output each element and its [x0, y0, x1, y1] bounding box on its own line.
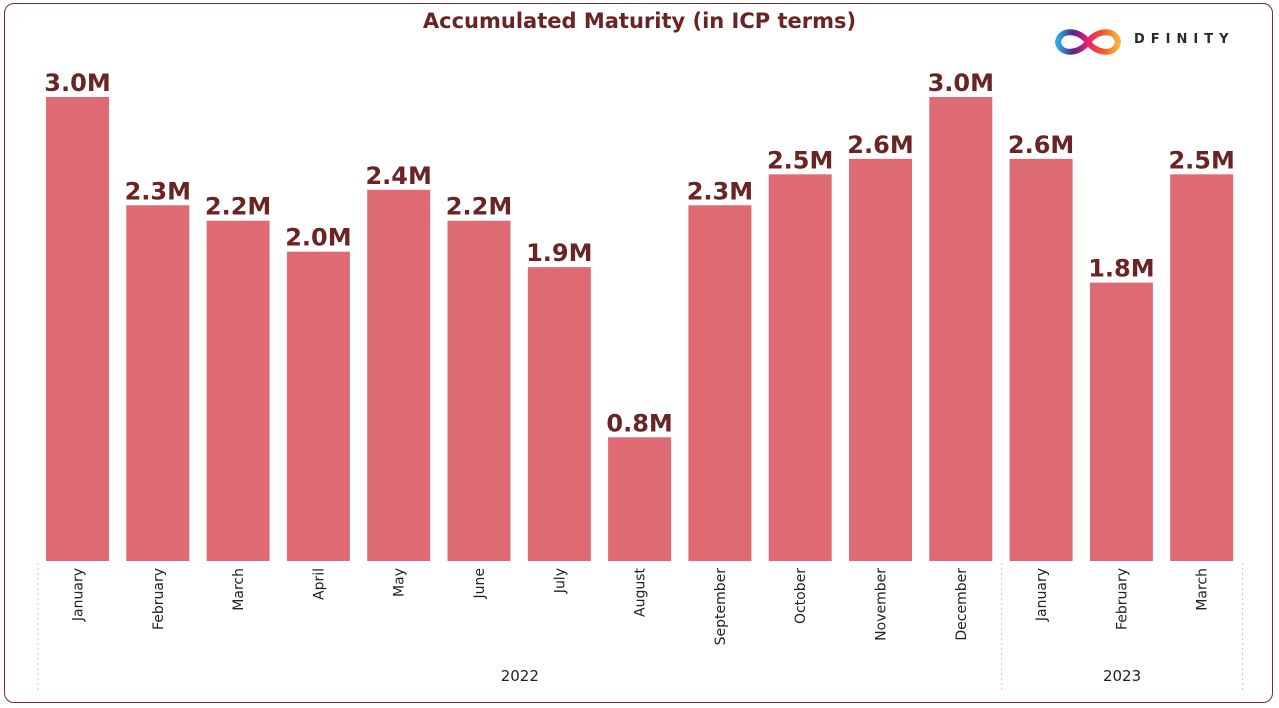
bar-5: [367, 189, 431, 562]
data-label-12: 3.0M: [928, 69, 994, 97]
data-label-4: 2.0M: [285, 224, 351, 252]
bar-2: [126, 205, 190, 561]
bar-15: [1170, 174, 1234, 562]
bar-11: [849, 158, 912, 561]
bar-12: [929, 97, 993, 561]
data-label-14: 1.8M: [1088, 255, 1154, 283]
bar-3: [206, 220, 270, 561]
x-tick-label-4: April: [311, 568, 327, 600]
data-label-11: 2.6M: [847, 131, 913, 159]
x-tick-label-9: September: [713, 568, 729, 646]
year-label-2: 2023: [1103, 667, 1141, 685]
bar-14: [1089, 282, 1153, 561]
x-tick-label-6: June: [472, 568, 488, 600]
data-label-1: 3.0M: [44, 69, 110, 97]
data-label-10: 2.5M: [767, 146, 833, 174]
bar-7: [527, 267, 591, 561]
data-label-13: 2.6M: [1008, 131, 1074, 159]
bar-4: [286, 251, 350, 561]
x-tick-label-8: August: [633, 567, 649, 617]
dfinity-logo: DFINITY: [1050, 22, 1250, 62]
data-label-3: 2.2M: [205, 193, 271, 221]
x-tick-label-7: July: [552, 568, 568, 594]
x-tick-label-10: October: [793, 568, 809, 624]
data-label-2: 2.3M: [125, 177, 191, 205]
x-tick-label-14: February: [1114, 568, 1130, 630]
data-label-5: 2.4M: [365, 162, 431, 190]
bar-6: [447, 220, 511, 561]
x-tick-label-2: February: [151, 568, 167, 630]
logo-text: DFINITY: [1134, 32, 1235, 47]
data-label-9: 2.3M: [687, 177, 753, 205]
bar-10: [768, 174, 832, 562]
chart-title: Accumulated Maturity (in ICP terms): [422, 9, 857, 33]
bar-8: [608, 437, 672, 561]
x-tick-label-3: March: [231, 568, 247, 611]
x-tick-label-12: December: [954, 568, 970, 641]
data-label-7: 1.9M: [526, 239, 592, 267]
x-tick-label-5: May: [392, 568, 408, 597]
bar-1: [46, 97, 109, 561]
bar-13: [1009, 158, 1073, 561]
bar-9: [688, 205, 752, 561]
x-tick-label-11: November: [874, 568, 890, 641]
data-label-15: 2.5M: [1168, 146, 1234, 174]
x-tick-label-15: March: [1195, 568, 1211, 611]
data-label-6: 2.2M: [446, 193, 512, 221]
x-tick-label-13: January: [1034, 568, 1050, 622]
data-label-8: 0.8M: [606, 409, 672, 437]
infinity-logo-icon: [1054, 29, 1122, 55]
x-tick-label-1: January: [71, 568, 87, 622]
year-label-1: 2022: [501, 667, 539, 685]
